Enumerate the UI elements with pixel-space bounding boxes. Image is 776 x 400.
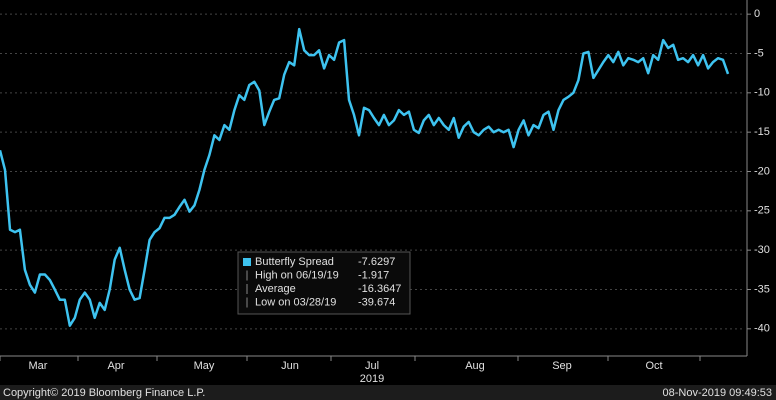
legend-box xyxy=(237,251,411,315)
x-tick-label: Aug xyxy=(465,360,485,372)
y-tick-label: -20 xyxy=(754,165,770,177)
x-year: 2019 xyxy=(360,373,384,385)
y-tick-label: 0 xyxy=(754,8,760,20)
y-tick-label: -25 xyxy=(754,205,770,217)
legend-label: High on 06/19/19 xyxy=(255,269,339,281)
timestamp: 08-Nov-2019 09:49:53 xyxy=(663,387,772,399)
footer-bar xyxy=(0,385,776,400)
legend-label: Butterfly Spread xyxy=(255,256,334,268)
x-tick-label: Jun xyxy=(281,360,299,372)
legend: Butterfly Spread -7.6297 High on 06/19/19 -… xyxy=(243,256,401,308)
x-tick-label: Mar xyxy=(29,360,48,372)
y-tick-label: -35 xyxy=(754,283,770,295)
x-tick-label: Oct xyxy=(645,360,662,372)
legend-value: -39.674 xyxy=(358,296,395,308)
x-tick-label: Sep xyxy=(552,360,572,372)
y-tick-label: -40 xyxy=(754,323,770,335)
legend-value: -16.3647 xyxy=(358,283,401,295)
legend-label: Average xyxy=(255,283,296,295)
y-tick-label: -5 xyxy=(754,47,764,59)
x-tick-label: May xyxy=(194,360,215,372)
x-tick-label: Jul xyxy=(365,360,379,372)
x-tick-label: Apr xyxy=(107,360,124,372)
legend-label: Low on 03/28/19 xyxy=(255,296,336,308)
copyright: Copyright© 2019 Bloomberg Finance L.P. xyxy=(3,387,205,399)
legend-value: -7.6297 xyxy=(358,256,395,268)
y-tick-label: -15 xyxy=(754,126,770,138)
y-tick-label: -10 xyxy=(754,87,770,99)
line-series xyxy=(0,27,730,327)
legend-value: -1.917 xyxy=(358,269,389,281)
legend-swatch xyxy=(243,258,251,266)
y-tick-label: -30 xyxy=(754,244,770,256)
plot xyxy=(0,13,745,330)
